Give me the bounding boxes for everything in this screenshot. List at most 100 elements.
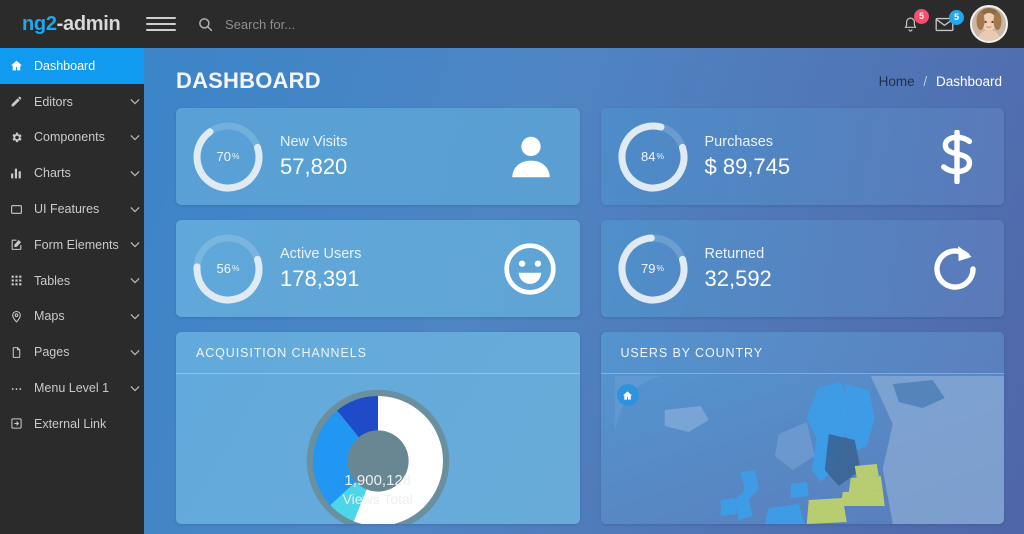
panel-title: ACQUISITION CHANNELS [176,332,580,374]
external-link-icon [10,417,32,430]
chevron-down-icon [126,385,144,392]
stat-text: Purchases $ 89,745 [691,133,933,180]
donut-percent-2: 56% [216,261,240,276]
sidebar-item-editors[interactable]: Editors [0,84,144,120]
chart-center-text: 1,900,128 Views Total [176,472,580,508]
chevron-down-icon [126,170,144,177]
chevron-down-icon [126,241,144,248]
hamburger-icon[interactable] [146,14,176,34]
main-content: DASHBOARD Home / Dashboard 70% [144,48,1024,534]
donut-percent-1: 84% [640,149,665,164]
stat-value: 178,391 [280,265,360,291]
bar-chart-icon [10,167,32,180]
chevron-down-icon [126,313,144,320]
page-title: DASHBOARD [176,68,321,93]
top-header: ng2-admin 5 [0,0,1024,48]
sidebar-label: External Link [34,416,107,431]
donut-percent-3: 79% [640,261,665,276]
sidebar-label: Maps [34,309,65,324]
donut-percent-0: 70% [216,149,240,164]
sidebar-label: Tables [34,273,71,288]
chart-center-value: 1,900,128 [344,472,412,489]
sidebar-item-charts[interactable]: Charts [0,155,144,191]
sidebar-item-tables[interactable]: Tables [0,263,144,299]
refresh-icon [928,242,982,296]
sidebar-label: Charts [34,166,71,181]
europe-choropleth-map[interactable] [600,374,1005,524]
breadcrumb-current: Dashboard [935,73,1002,89]
search-icon[interactable] [198,17,213,32]
map-pin-icon [10,310,32,323]
chevron-down-icon [126,134,144,141]
stat-value: $ 89,745 [704,153,791,179]
search-area [198,16,902,32]
app-logo[interactable]: ng2-admin [0,13,144,36]
sidebar-item-maps[interactable]: Maps [0,299,144,335]
search-input[interactable] [225,16,485,32]
progress-donut: 84% [615,119,691,195]
person-icon [504,130,558,184]
gear-icon [10,131,32,144]
sidebar-item-external-link[interactable]: External Link [0,406,144,442]
file-icon [10,346,32,359]
panel-title: USERS BY COUNTRY [600,332,1004,374]
sidebar-label: UI Features [34,202,100,217]
sidebar-label: Pages [34,345,70,360]
page-header: DASHBOARD Home / Dashboard [144,48,1024,102]
stat-label: New Visits [280,133,348,150]
map-body [600,374,1005,524]
logo-suffix: -admin [56,12,121,35]
sidebar-label: Editors [34,94,73,109]
stat-text: Active Users 178,391 [266,245,502,292]
dots-icon [10,382,32,395]
window-icon [10,203,32,216]
stat-text: Returned 32,592 [691,245,929,292]
chart-center-label: Views Total [342,490,413,507]
sidebar-item-pages[interactable]: Pages [0,334,144,370]
sidebar-label: Form Elements [34,237,119,252]
chevron-down-icon [126,206,144,213]
stat-label: Active Users [280,245,362,262]
chevron-down-icon [126,98,144,105]
breadcrumb-home[interactable]: Home [878,73,915,89]
breadcrumb-separator: / [923,73,928,89]
breadcrumb: Home / Dashboard [879,74,1002,89]
sidebar-item-form-elements[interactable]: Form Elements [0,227,144,263]
smiley-icon [502,241,558,297]
edit-box-icon [10,238,32,251]
pencil-icon [10,95,32,108]
panel-acquisition-channels: ACQUISITION CHANNELS [176,332,580,524]
panel-users-by-country: USERS BY COUNTRY [600,332,1005,524]
home-icon[interactable] [616,384,639,406]
grid-icon [10,274,32,287]
sidebar-item-ui-features[interactable]: UI Features [0,191,144,227]
messages-button[interactable]: 5 [935,9,964,32]
logo-prefix: ng2 [22,12,57,35]
stat-card-returned[interactable]: 79% Returned 32,592 [600,220,1004,317]
stat-label: Purchases [704,133,774,150]
dollar-icon [932,129,982,184]
sidebar-item-menu-level-1[interactable]: Menu Level 1 [0,370,144,406]
messages-badge: 5 [949,9,964,25]
sidebar-label: Components [34,130,105,145]
header-actions: 5 5 [902,5,1024,43]
sidebar-item-components[interactable]: Components [0,120,144,156]
notifications-button[interactable]: 5 [902,8,929,33]
chevron-down-icon [126,349,144,356]
sidebar-label: Dashboard [34,58,96,73]
user-avatar[interactable] [970,5,1008,43]
progress-donut: 56% [190,231,266,307]
stat-card-active-users[interactable]: 56% Active Users 178,391 [176,220,580,317]
sidebar-nav: Dashboard Editors Components Chart [0,48,144,534]
sidebar-label: Menu Level 1 [34,381,110,396]
sidebar-item-dashboard[interactable]: Dashboard [0,48,144,84]
stat-value: 57,820 [280,153,348,179]
stat-card-purchases[interactable]: 84% Purchases $ 89,745 [600,108,1004,205]
stat-label: Returned [704,245,765,262]
stat-value: 32,592 [704,265,772,291]
progress-donut: 70% [190,119,266,195]
acquisition-donut-chart[interactable] [258,386,498,524]
stat-card-new-visits[interactable]: 70% New Visits 57,820 [176,108,580,205]
home-icon [10,59,32,72]
